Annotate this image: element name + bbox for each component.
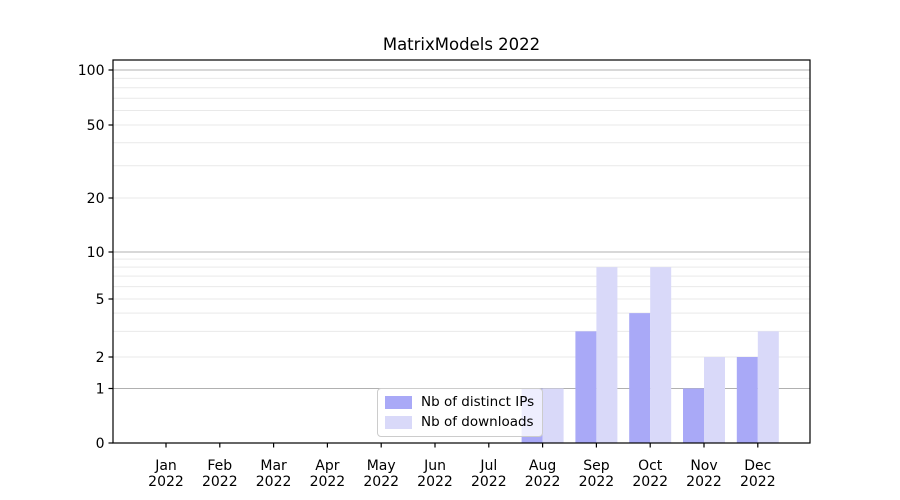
x-tick-label-year: 2022: [579, 474, 615, 490]
bar-distinct-ips-dec-2022: [736, 357, 758, 443]
x-tick-label-year: 2022: [363, 474, 399, 490]
legend-item-distinct-ips: Nb of distinct IPs: [385, 395, 534, 410]
y-tick-label: 2: [96, 350, 105, 366]
bar-downloads-aug-2022: [542, 388, 564, 443]
x-axis: Jan2022Feb2022Mar2022Apr2022May2022Jun20…: [148, 443, 776, 490]
x-tick-label: Jun: [423, 458, 446, 474]
x-tick-label-year: 2022: [417, 474, 453, 490]
y-tick-label: 1: [96, 382, 105, 398]
grid-minor: [113, 77, 810, 358]
grid-major: [113, 69, 810, 389]
x-tick-label: Feb: [207, 458, 232, 474]
bar-downloads-oct-2022: [650, 267, 672, 443]
y-tick-label: 20: [87, 191, 105, 207]
y-tick-label: 5: [96, 292, 105, 308]
x-tick-label-year: 2022: [256, 474, 292, 490]
bar-downloads-dec-2022: [757, 331, 779, 443]
y-axis: 0 1 2 5 10 20 50 100: [78, 63, 113, 452]
x-tick-label-year: 2022: [525, 474, 561, 490]
bar-distinct-ips-nov-2022: [683, 388, 704, 443]
bar-downloads-nov-2022: [704, 357, 725, 443]
x-tick-label: Sep: [583, 458, 610, 474]
chart-title: MatrixModels 2022: [382, 35, 541, 54]
x-tick-label: Aug: [529, 458, 556, 474]
legend-item-downloads: Nb of downloads: [385, 415, 534, 430]
y-tick-label: 0: [96, 436, 105, 452]
x-tick-label-year: 2022: [310, 474, 346, 490]
x-tick-label-year: 2022: [686, 474, 722, 490]
x-tick-label-year: 2022: [471, 474, 507, 490]
x-tick-label: Jul: [479, 458, 497, 474]
x-tick-label-year: 2022: [202, 474, 238, 490]
y-tick-label: 10: [87, 245, 105, 261]
legend-label-distinct-ips: Nb of distinct IPs: [421, 394, 535, 410]
legend: Nb of distinct IPs Nb of downloads: [377, 388, 543, 437]
x-tick-label: May: [367, 458, 396, 474]
x-tick-label: Dec: [744, 458, 771, 474]
x-tick-label-year: 2022: [632, 474, 668, 490]
x-tick-label: Apr: [315, 458, 339, 474]
x-tick-label: Mar: [260, 458, 287, 474]
x-tick-label-year: 2022: [148, 474, 184, 490]
legend-swatch-downloads: [385, 416, 412, 429]
bars-downloads: [542, 267, 779, 443]
x-tick-label: Nov: [690, 458, 717, 474]
x-tick-label-year: 2022: [740, 474, 776, 490]
y-tick-label: 50: [87, 118, 105, 134]
legend-swatch-distinct-ips: [385, 396, 412, 409]
bar-distinct-ips-oct-2022: [629, 313, 651, 443]
bar-distinct-ips-sep-2022: [575, 331, 597, 443]
bar-downloads-sep-2022: [596, 267, 618, 443]
legend-label-downloads: Nb of downloads: [421, 414, 534, 430]
y-tick-label: 100: [78, 63, 105, 79]
x-tick-label: Jan: [154, 458, 177, 474]
x-tick-label: Oct: [638, 458, 663, 474]
